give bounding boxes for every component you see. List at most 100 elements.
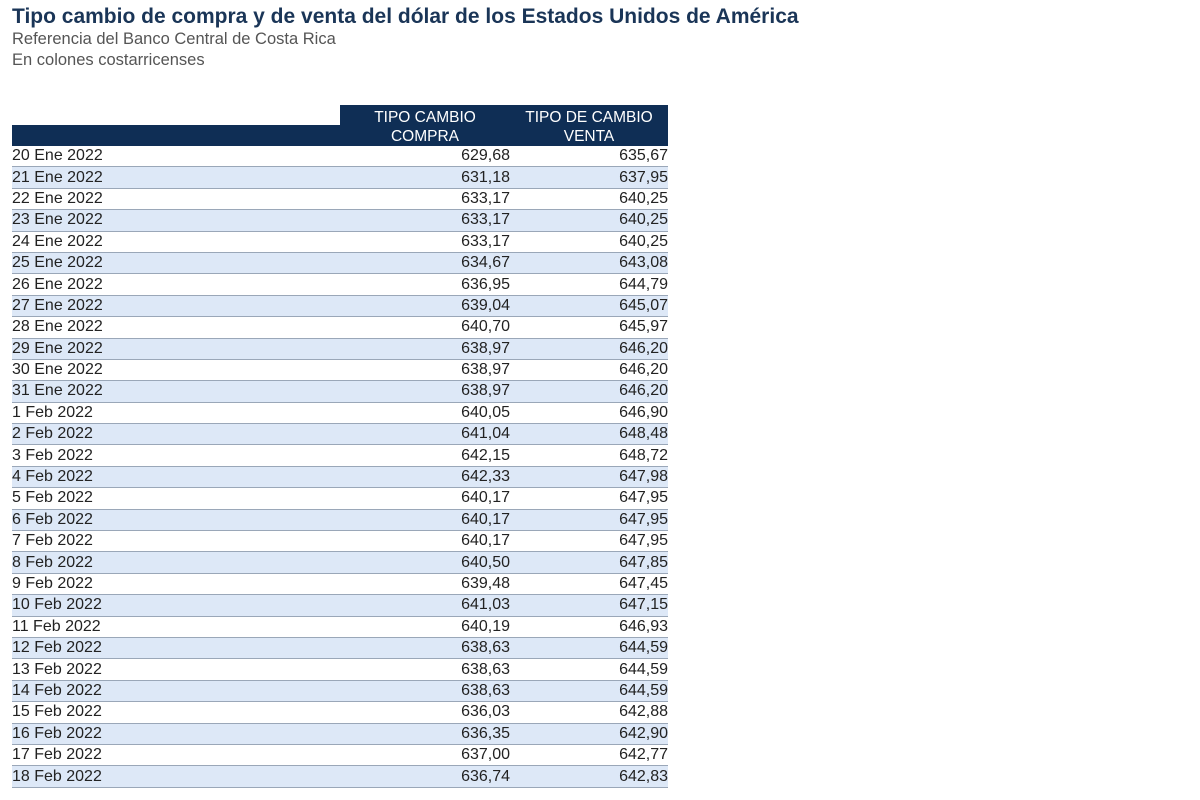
table-row: 14 Feb 2022 638,63 644,59 <box>12 680 668 703</box>
table-header-row: TIPO CAMBIO COMPRA TIPO DE CAMBIO VENTA <box>12 105 668 146</box>
date-cell: 7 Feb 2022 <box>12 530 340 553</box>
table-row: 23 Ene 2022 633,17 640,25 <box>12 209 668 232</box>
compra-cell: 642,15 <box>340 444 510 467</box>
table-row: 21 Ene 2022 631,18 637,95 <box>12 166 668 189</box>
venta-cell: 648,72 <box>510 444 668 467</box>
venta-cell: 646,20 <box>510 338 668 360</box>
compra-cell: 633,17 <box>340 231 510 253</box>
table-row: 4 Feb 2022 642,33 647,98 <box>12 466 668 489</box>
table-row: 29 Ene 2022 638,97 646,20 <box>12 338 668 360</box>
table-row: 6 Feb 2022 640,17 647,95 <box>12 509 668 532</box>
venta-cell: 646,20 <box>510 359 668 382</box>
table-row: 24 Ene 2022 633,17 640,25 <box>12 231 668 253</box>
compra-cell: 640,50 <box>340 551 510 574</box>
compra-cell: 637,00 <box>340 744 510 767</box>
units-subtitle: En colones costarricenses <box>12 51 205 69</box>
compra-column-header: TIPO CAMBIO COMPRA <box>340 105 510 146</box>
compra-cell: 638,63 <box>340 637 510 660</box>
compra-cell: 636,95 <box>340 273 510 296</box>
table-row: 17 Feb 2022 637,00 642,77 <box>12 744 668 767</box>
compra-cell: 640,19 <box>340 616 510 638</box>
date-cell: 8 Feb 2022 <box>12 551 340 574</box>
date-cell: 5 Feb 2022 <box>12 487 340 510</box>
table-row: 22 Ene 2022 633,17 640,25 <box>12 188 668 211</box>
venta-cell: 647,95 <box>510 530 668 553</box>
venta-cell: 640,25 <box>510 231 668 253</box>
compra-cell: 636,74 <box>340 765 510 788</box>
date-cell: 13 Feb 2022 <box>12 658 340 681</box>
table-row: 26 Ene 2022 636,95 644,79 <box>12 273 668 296</box>
compra-cell: 633,17 <box>340 209 510 232</box>
compra-cell: 642,33 <box>340 466 510 489</box>
date-cell: 22 Ene 2022 <box>12 188 340 211</box>
venta-cell: 646,90 <box>510 402 668 425</box>
venta-cell: 646,93 <box>510 616 668 638</box>
compra-cell: 638,97 <box>340 380 510 403</box>
table-row: 2 Feb 2022 641,04 648,48 <box>12 423 668 446</box>
venta-cell: 640,25 <box>510 209 668 232</box>
table-row: 20 Ene 2022 629,68 635,67 <box>12 146 668 168</box>
venta-cell: 647,45 <box>510 573 668 596</box>
table-row: 5 Feb 2022 640,17 647,95 <box>12 487 668 510</box>
venta-cell: 644,59 <box>510 658 668 681</box>
venta-cell: 647,15 <box>510 594 668 617</box>
compra-cell: 639,04 <box>340 295 510 318</box>
compra-cell: 634,67 <box>340 252 510 275</box>
date-cell: 12 Feb 2022 <box>12 637 340 660</box>
table-row: 25 Ene 2022 634,67 643,08 <box>12 252 668 275</box>
date-cell: 16 Feb 2022 <box>12 723 340 745</box>
compra-cell: 629,68 <box>340 146 510 168</box>
table-body: 20 Ene 2022 629,68 635,67 21 Ene 2022 631,18… <box>12 146 668 788</box>
compra-header-line-1: TIPO CAMBIO <box>374 109 476 126</box>
compra-cell: 638,97 <box>340 359 510 382</box>
table-row: 8 Feb 2022 640,50 647,85 <box>12 551 668 574</box>
table-row: 30 Ene 2022 638,97 646,20 <box>12 359 668 382</box>
table-row: 13 Feb 2022 638,63 644,59 <box>12 658 668 681</box>
venta-cell: 635,67 <box>510 146 668 168</box>
date-cell: 14 Feb 2022 <box>12 680 340 703</box>
venta-cell: 644,79 <box>510 273 668 296</box>
date-cell: 27 Ene 2022 <box>12 295 340 318</box>
date-cell: 28 Ene 2022 <box>12 316 340 339</box>
date-cell: 10 Feb 2022 <box>12 594 340 617</box>
compra-header-line-2: COMPRA <box>390 128 460 145</box>
compra-cell: 638,63 <box>340 680 510 703</box>
table-row: 11 Feb 2022 640,19 646,93 <box>12 616 668 638</box>
date-cell: 15 Feb 2022 <box>12 701 340 724</box>
venta-cell: 640,25 <box>510 188 668 211</box>
date-cell: 1 Feb 2022 <box>12 402 340 425</box>
venta-cell: 642,77 <box>510 744 668 767</box>
page-title: Tipo cambio de compra y de venta del dól… <box>12 5 799 28</box>
date-cell: 20 Ene 2022 <box>12 146 340 168</box>
exchange-rate-table: TIPO CAMBIO COMPRA TIPO DE CAMBIO VENTA … <box>12 105 668 788</box>
compra-cell: 638,63 <box>340 658 510 681</box>
venta-cell: 647,98 <box>510 466 668 489</box>
date-cell: 17 Feb 2022 <box>12 744 340 767</box>
date-cell: 21 Ene 2022 <box>12 166 340 189</box>
compra-cell: 641,04 <box>340 423 510 446</box>
date-cell: 9 Feb 2022 <box>12 573 340 596</box>
compra-cell: 640,70 <box>340 316 510 339</box>
compra-cell: 641,03 <box>340 594 510 617</box>
date-cell: 3 Feb 2022 <box>12 444 340 467</box>
date-cell: 6 Feb 2022 <box>12 509 340 532</box>
venta-cell: 647,85 <box>510 551 668 574</box>
date-cell: 25 Ene 2022 <box>12 252 340 275</box>
date-column-header <box>12 105 340 146</box>
compra-cell: 638,97 <box>340 338 510 360</box>
venta-cell: 643,08 <box>510 252 668 275</box>
date-cell: 26 Ene 2022 <box>12 273 340 296</box>
table-row: 12 Feb 2022 638,63 644,59 <box>12 637 668 660</box>
table-row: 10 Feb 2022 641,03 647,15 <box>12 594 668 617</box>
date-cell: 30 Ene 2022 <box>12 359 340 382</box>
compra-cell: 631,18 <box>340 166 510 189</box>
venta-cell: 645,97 <box>510 316 668 339</box>
compra-cell: 640,17 <box>340 530 510 553</box>
date-cell: 4 Feb 2022 <box>12 466 340 489</box>
venta-cell: 646,20 <box>510 380 668 403</box>
date-cell: 31 Ene 2022 <box>12 380 340 403</box>
compra-cell: 633,17 <box>340 188 510 211</box>
source-subtitle: Referencia del Banco Central de Costa Ri… <box>12 30 336 48</box>
compra-cell: 636,35 <box>340 723 510 745</box>
